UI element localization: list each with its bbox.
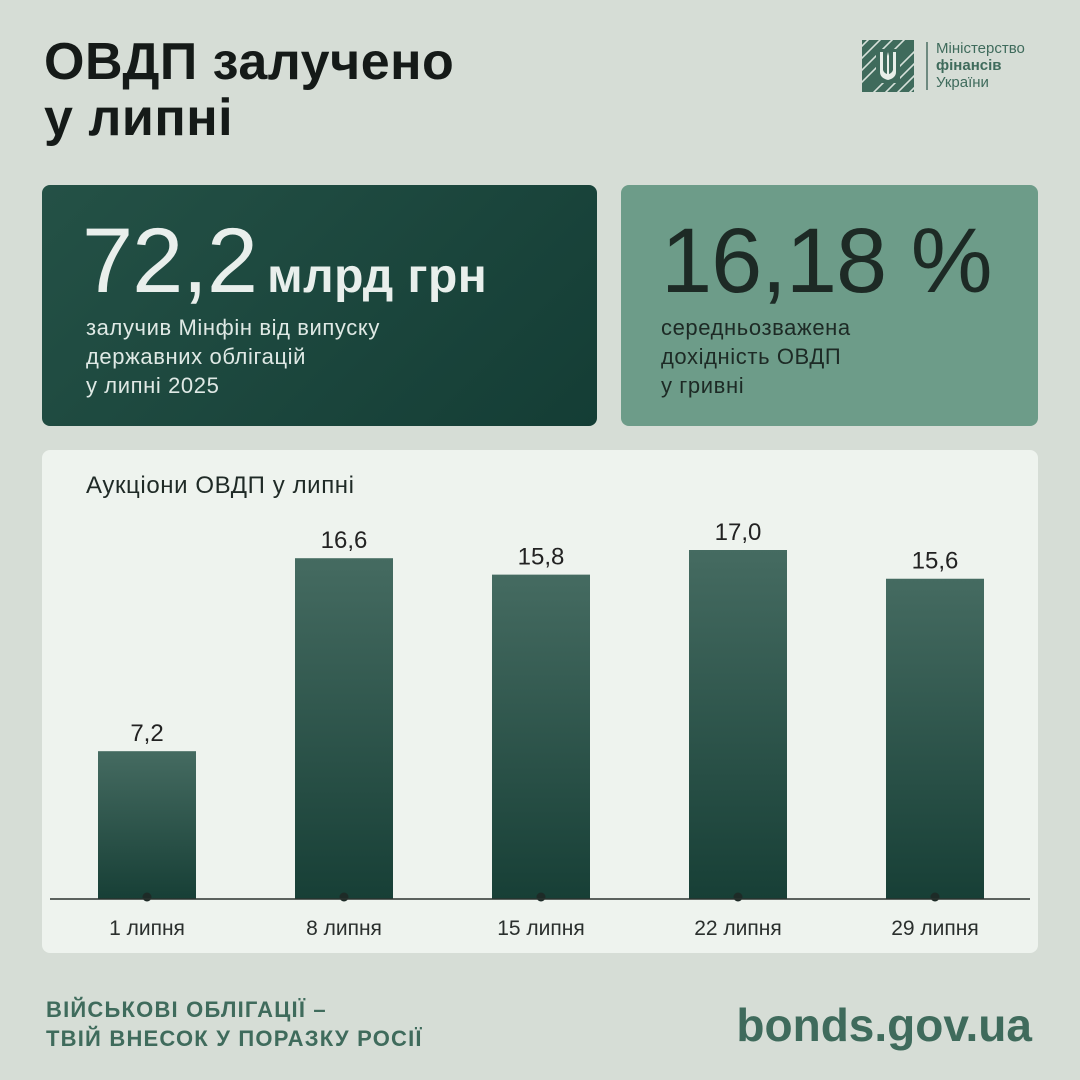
yield-desc-2: дохідність ОВДП (661, 344, 842, 369)
total-raised-unit: млрд грн (267, 250, 488, 303)
total-raised-desc-2: державних облігацій (86, 344, 307, 369)
bar-value-label-1: 7,2 (130, 720, 163, 747)
bar-value-label-2: 16,6 (321, 527, 368, 554)
auctions-chart-panel: 7,2 1 липня 16,6 8 липня 15,8 15 липня 17,0 22 … (42, 450, 1038, 953)
total-raised-value: 72,2 млрд грн (82, 213, 487, 325)
page-title: ОВДП залучено у липні (44, 34, 454, 146)
bar-1 (98, 751, 196, 899)
bar-3 (492, 574, 590, 899)
logo-line-1: Міністерство (936, 40, 1025, 57)
bar-value-label-4: 17,0 (715, 519, 762, 546)
page-title-line-2: у липні (44, 89, 234, 147)
ministry-logo: Міністерство фінансів України (862, 40, 1042, 100)
x-tick-label-3: 15 липня (497, 917, 585, 940)
chart-title: Аукціони ОВДП у липні (86, 472, 355, 499)
footer-website-link[interactable]: bonds.gov.ua (736, 999, 1032, 1051)
yield-card: 16,18 % середньозважена дохідність ОВДП … (621, 185, 1038, 426)
total-raised-description: залучив Мінфін від випуску державних обл… (86, 313, 380, 400)
yield-value: 16,18 % (661, 210, 993, 312)
x-tick-label-4: 22 липня (694, 917, 782, 940)
total-raised-desc-1: залучив Мінфін від випуску (86, 315, 380, 340)
axis-tick-dot-5 (930, 892, 940, 902)
bar-2 (295, 558, 393, 899)
yield-desc-3: у гривні (661, 373, 745, 398)
footer-slogan-line-2: ТВІЙ ВНЕСОК У ПОРАЗКУ РОСІЇ (46, 1026, 423, 1051)
yield-description: середньозважена дохідність ОВДП у гривні (661, 313, 851, 400)
footer-slogan-line-1: ВІЙСЬКОВІ ОБЛІГАЦІЇ – (46, 997, 327, 1022)
bar-4 (689, 550, 787, 899)
total-raised-card: 72,2 млрд грн залучив Мінфін від випуску … (42, 185, 597, 426)
axis-tick-dot-3 (536, 892, 546, 902)
axis-tick-dot-1 (142, 892, 152, 902)
logo-divider (926, 42, 928, 90)
logo-text: Міністерство фінансів України (936, 40, 1025, 91)
x-tick-label-1: 1 липня (109, 917, 185, 940)
bar-5 (886, 578, 984, 899)
total-raised-number: 72,2 (82, 210, 258, 312)
axis-tick-dot-4 (733, 892, 743, 902)
auctions-bar-chart: 7,2 1 липня 16,6 8 липня 15,8 15 липня 17,0 22 … (50, 519, 1030, 940)
logo-line-2: фінансів (936, 57, 1002, 74)
x-tick-label-2: 8 липня (306, 917, 382, 940)
bar-value-label-5: 15,6 (912, 548, 959, 575)
total-raised-desc-3: у липні 2025 (86, 373, 220, 398)
page-title-line-1: ОВДП залучено (44, 33, 455, 91)
x-tick-label-5: 29 липня (891, 917, 979, 940)
logo-line-3: України (936, 74, 989, 91)
yield-desc-1: середньозважена (661, 315, 851, 340)
bar-value-label-3: 15,8 (518, 544, 565, 571)
axis-tick-dot-2 (339, 892, 349, 902)
footer-slogan: ВІЙСЬКОВІ ОБЛІГАЦІЇ – ТВІЙ ВНЕСОК У ПОРА… (46, 995, 423, 1053)
trident-icon (862, 40, 914, 92)
